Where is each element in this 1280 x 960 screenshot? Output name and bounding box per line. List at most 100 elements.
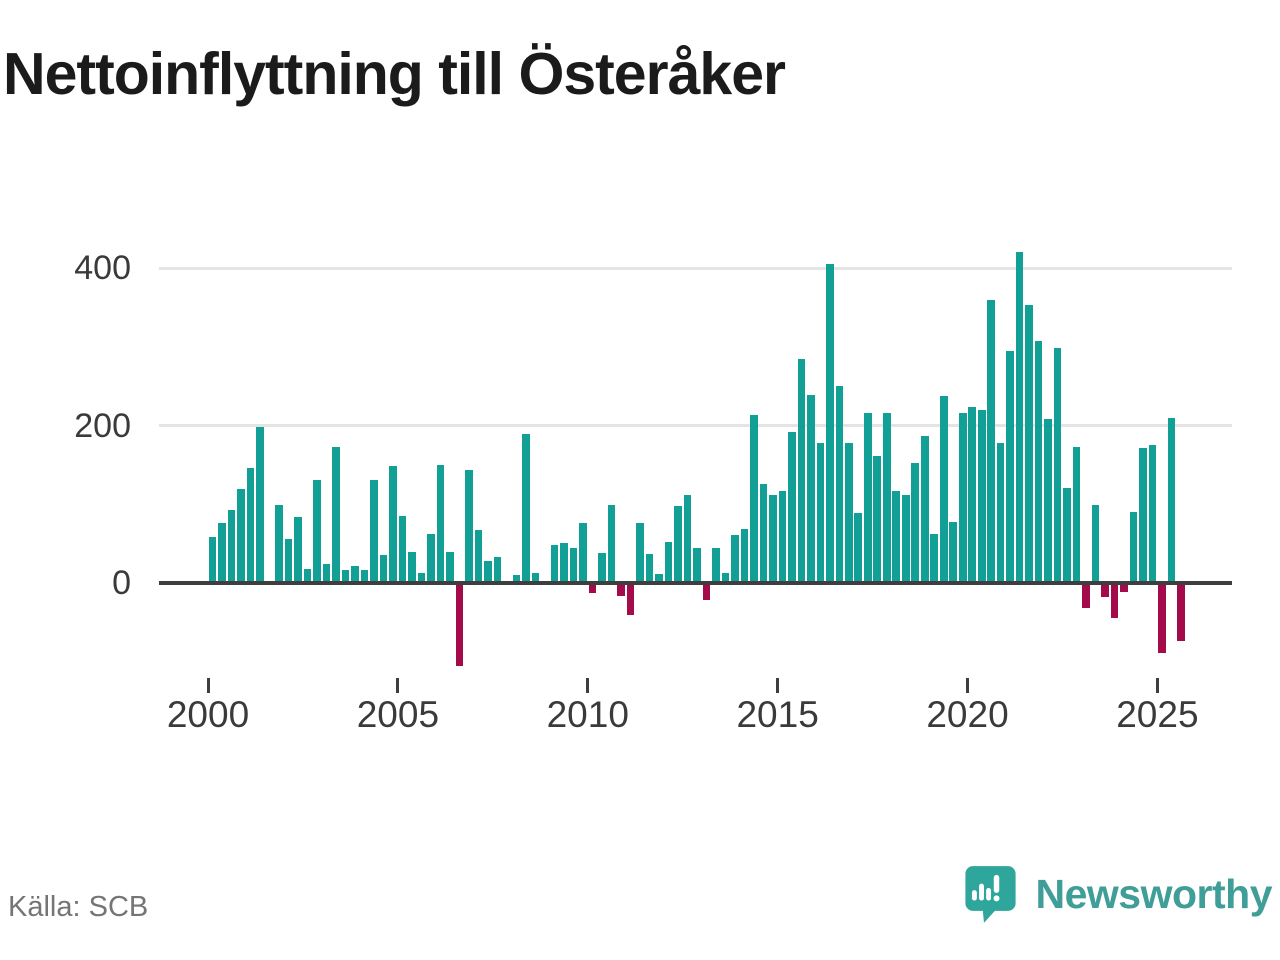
bar-2004q2: [370, 479, 378, 583]
bar-2003q2: [332, 446, 340, 583]
bar-2007q1: [474, 530, 483, 583]
x-tick-2010: [586, 678, 590, 693]
bar-2014q2: [750, 414, 758, 583]
bar-2019q3: [949, 521, 958, 583]
x-tick-2025: [1155, 678, 1159, 693]
bar-2022q2: [1053, 348, 1062, 583]
bar-2025q3: [1177, 583, 1185, 642]
chart-title: Nettoinflyttning till Österåker: [3, 41, 786, 107]
bar-2023q2: [1091, 505, 1100, 583]
brand-logo[interactable]: Newsworthy: [963, 864, 1273, 924]
bar-2004q4: [389, 465, 397, 583]
bar-2018q4: [920, 435, 929, 583]
bar-2013q3: [721, 572, 730, 583]
x-tick-label-2015: 2015: [736, 694, 819, 735]
bar-2003q1: [322, 564, 331, 583]
bar-2009q2: [560, 542, 568, 583]
bar-2019q2: [939, 396, 948, 583]
x-tick-2015: [776, 678, 780, 693]
bar-2017q4: [882, 413, 891, 583]
bar-2017q3: [873, 456, 882, 583]
bar-2025q2: [1167, 417, 1176, 583]
bar-2004q1: [360, 570, 369, 583]
bar-2001q4: [275, 505, 283, 583]
bar-2016q4: [844, 442, 853, 583]
bar-2000q4: [237, 489, 245, 583]
bar-2023q3: [1101, 583, 1109, 598]
x-tick-label-2025: 2025: [1116, 694, 1199, 735]
bar-2019q4: [958, 413, 967, 583]
bar-2022q1: [1044, 419, 1052, 583]
bar-2024q3: [1139, 448, 1147, 583]
bar-2005q4: [427, 534, 435, 583]
bar-2015q3: [797, 359, 806, 583]
bar-2012q4: [693, 547, 701, 583]
bar-2005q3: [417, 572, 426, 583]
x-tick-label-2000: 2000: [166, 694, 250, 735]
bar-2012q1: [664, 542, 673, 583]
bar-2009q1: [550, 545, 559, 583]
bar-2023q4: [1110, 583, 1119, 619]
bar-2006q2: [446, 551, 454, 583]
chart-footer: Källa: SCB Newsworthy: [0, 840, 1280, 960]
bar-2022q3: [1063, 487, 1071, 583]
bar-2019q1: [930, 534, 939, 583]
plot-area: 0 200 400 2000 2005 2010 2015 2020 2025: [74, 249, 1232, 735]
bar-2020q2: [977, 409, 986, 583]
brand-wordmark: Newsworthy: [1035, 870, 1273, 917]
bar-2016q3: [835, 386, 844, 583]
bar-2000q3: [227, 509, 236, 583]
bar-2000q2: [218, 523, 226, 583]
bar-2001q1: [246, 468, 255, 583]
bar-2003q3: [341, 569, 350, 583]
y-tick-label-200: 200: [74, 406, 131, 445]
bar-2015q1: [778, 490, 787, 583]
bar-2007q3: [493, 557, 502, 583]
bar-2011q2: [636, 523, 644, 583]
bar-2006q4: [465, 469, 473, 583]
bar-2016q2: [826, 264, 834, 583]
bar-2021q4: [1034, 340, 1043, 583]
bar-2017q2: [863, 413, 872, 583]
bar-2017q1: [854, 512, 863, 583]
bar-2021q2: [1015, 252, 1024, 583]
x-tick-label-2020: 2020: [926, 694, 1009, 735]
bar-2016q1: [816, 442, 825, 583]
bar-2005q2: [408, 552, 416, 583]
bar-2011q1: [626, 583, 635, 616]
bar-2015q4: [807, 394, 815, 583]
bar-2013q4: [731, 534, 739, 583]
bar-2022q4: [1072, 446, 1081, 583]
bar-2014q3: [759, 483, 768, 583]
bar-2025q1: [1158, 583, 1166, 654]
bar-2018q2: [901, 494, 910, 583]
bar-2010q3: [607, 505, 616, 583]
x-tick-label-2010: 2010: [546, 694, 629, 735]
bar-2002q2: [294, 516, 302, 583]
bar-2023q1: [1082, 583, 1090, 609]
bar-2006q3: [455, 583, 464, 666]
x-tick-2005: [396, 678, 400, 693]
bar-2000q1: [208, 537, 217, 583]
bar-2018q3: [911, 463, 920, 583]
bar-2008q3: [531, 572, 540, 583]
bar-2020q3: [987, 299, 995, 583]
bar-2010q1: [588, 583, 597, 594]
bar-2002q3: [303, 568, 312, 583]
bar-2009q4: [579, 523, 587, 583]
bar-2024q2: [1129, 512, 1138, 583]
source-text: Källa: SCB: [8, 891, 149, 923]
bar-2024q1: [1120, 583, 1128, 592]
bar-2012q2: [674, 505, 682, 583]
bar-2021q3: [1025, 305, 1033, 583]
bar-2011q3: [645, 553, 654, 583]
bar-2013q1: [702, 583, 711, 600]
gridline-200: [159, 424, 1232, 428]
bar-2012q3: [683, 494, 692, 583]
bar-2021q1: [1006, 350, 1014, 583]
bar-chart-speech-bubble-icon: [964, 866, 1016, 923]
bar-2005q1: [398, 516, 407, 583]
bar-2014q4: [769, 494, 777, 583]
y-tick-label-0: 0: [112, 564, 131, 602]
x-tick-2020: [966, 678, 970, 693]
